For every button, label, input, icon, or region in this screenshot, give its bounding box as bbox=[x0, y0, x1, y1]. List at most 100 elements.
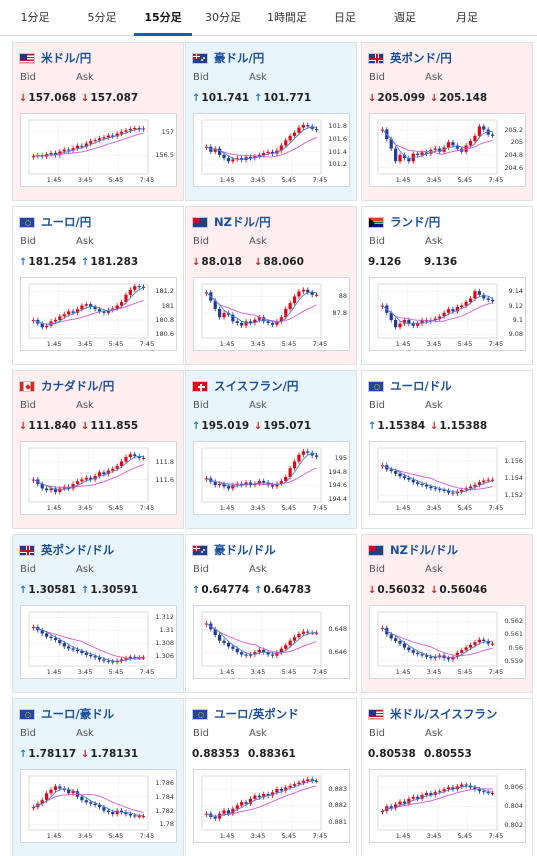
pair-header[interactable]: 豪ドル/円 bbox=[192, 50, 264, 66]
candlestick-chart[interactable]: 1.156 1.154 1.152 1:45 3:45 5:45 7:45 bbox=[369, 441, 526, 515]
ask-price: 0.80553 bbox=[424, 748, 472, 760]
candle-body bbox=[266, 482, 270, 486]
y-tick-label: 1.786 bbox=[155, 778, 174, 787]
candle-body bbox=[31, 626, 36, 629]
pair-name-link[interactable]: NZドル/ドル bbox=[390, 543, 459, 557]
candle-body bbox=[213, 629, 217, 635]
x-tick-label: 5:45 bbox=[281, 176, 297, 184]
pair-header[interactable]: ランド/円 bbox=[368, 214, 440, 230]
y-tick-label: 1.152 bbox=[504, 491, 523, 500]
x-tick-label: 1:45 bbox=[395, 340, 411, 348]
ma-long-line bbox=[382, 788, 493, 812]
tab-15min[interactable]: 15分足 bbox=[134, 0, 192, 36]
candlestick-chart[interactable]: 1.312 1.31 1.308 1.306 1:45 3:45 5:45 7:45 bbox=[20, 605, 177, 679]
candlestick-chart[interactable]: 111.8 111.6 1:45 3:45 5:45 7:45 bbox=[20, 441, 177, 515]
au-flag-icon bbox=[192, 52, 208, 64]
pair-name-link[interactable]: 米ドル/スイスフラン bbox=[390, 707, 498, 721]
candlestick-chart[interactable]: 0.883 0.882 0.881 1:45 3:45 5:45 7:45 bbox=[193, 769, 350, 843]
x-tick-label: 7:45 bbox=[488, 504, 504, 512]
ask-value: 0.80553 bbox=[424, 748, 472, 760]
x-tick-label: 1:45 bbox=[46, 668, 62, 676]
pair-name-link[interactable]: スイスフラン/円 bbox=[214, 379, 299, 393]
pair-header[interactable]: 英ポンド/円 bbox=[368, 50, 452, 66]
pair-name-link[interactable]: カナダドル/円 bbox=[41, 379, 115, 393]
nz-us-flag-icon bbox=[368, 544, 384, 556]
candlestick-chart[interactable]: 9.14 9.12 9.1 9.08 1:45 3:45 5:45 7:45 bbox=[369, 277, 526, 351]
pair-header[interactable]: NZドル/ドル bbox=[368, 542, 458, 558]
pair-header[interactable]: ユーロ/豪ドル bbox=[19, 706, 114, 722]
x-tick-label: 1:45 bbox=[395, 668, 411, 676]
candle-body bbox=[244, 654, 248, 656]
candle-body bbox=[411, 323, 415, 326]
candlestick-chart[interactable]: 157 156.5 1:45 3:45 5:45 7:45 bbox=[20, 113, 177, 187]
candlestick-chart[interactable]: 0.648 0.646 1:45 3:45 5:45 7:45 bbox=[193, 605, 350, 679]
tab-1hour[interactable]: 1時間足 bbox=[267, 11, 307, 24]
pair-name-link[interactable]: 英ポンド/円 bbox=[390, 51, 452, 65]
pair-name-link[interactable]: 英ポンド/ドル bbox=[41, 543, 115, 557]
pair-header[interactable]: スイスフラン/円 bbox=[192, 378, 298, 394]
candle-body bbox=[80, 305, 84, 310]
x-tick-label: 3:45 bbox=[426, 668, 442, 676]
ma-short-line bbox=[206, 291, 317, 324]
candle-body bbox=[275, 789, 279, 793]
tab-30min[interactable]: 30分足 bbox=[205, 11, 241, 24]
candle-body bbox=[266, 652, 270, 655]
y-tick-label: 1.31 bbox=[159, 626, 174, 635]
tab-daily[interactable]: 日足 bbox=[334, 11, 356, 24]
chart-svg bbox=[377, 611, 498, 667]
pair-name-link[interactable]: NZドル/円 bbox=[214, 215, 271, 229]
candle-body bbox=[262, 794, 266, 798]
ma-long-line bbox=[382, 129, 493, 155]
pair-name-link[interactable]: ランド/円 bbox=[390, 215, 441, 229]
bid-value: ↑195.019 bbox=[192, 420, 249, 432]
bid-label: Bid bbox=[20, 72, 36, 83]
pair-name-link[interactable]: 豪ドル/ドル bbox=[214, 543, 276, 557]
pair-name-link[interactable]: ユーロ/円 bbox=[41, 215, 92, 229]
pair-name-link[interactable]: ユーロ/豪ドル bbox=[41, 707, 115, 721]
pair-header[interactable]: NZドル/円 bbox=[192, 214, 271, 230]
candle-body bbox=[49, 636, 53, 639]
pair-header[interactable]: ユーロ/ドル bbox=[368, 378, 452, 394]
candle-body bbox=[486, 792, 490, 794]
ma-short-line bbox=[206, 126, 317, 161]
pair-header[interactable]: カナダドル/円 bbox=[19, 378, 114, 394]
candle-body bbox=[97, 657, 102, 660]
candlestick-chart[interactable]: 101.8 101.6 101.4 101.2 1:45 3:45 5:45 7:45 bbox=[193, 113, 350, 187]
bid-label: Bid bbox=[369, 564, 385, 575]
candlestick-chart[interactable]: 0.806 0.804 0.802 1:45 3:45 5:45 7:45 bbox=[369, 769, 526, 843]
x-tick-label: 3:45 bbox=[250, 668, 266, 676]
candle-body bbox=[270, 323, 275, 325]
pair-name-link[interactable]: 米ドル/円 bbox=[41, 51, 92, 65]
candlestick-chart[interactable]: 88 87.8 1:45 3:45 5:45 7:45 bbox=[193, 277, 350, 351]
candlestick-chart[interactable]: 205.2 205 204.8 204.6 1:45 3:45 5:45 7:45 bbox=[369, 113, 526, 187]
x-tick-label: 3:45 bbox=[77, 340, 93, 348]
pair-header[interactable]: 英ポンド/ドル bbox=[19, 542, 114, 558]
ma-long-line bbox=[382, 627, 493, 657]
candlestick-chart[interactable]: 181.2 181 180.8 180.6 1:45 3:45 5:45 7:45 bbox=[20, 277, 177, 351]
tab-monthly[interactable]: 月足 bbox=[456, 11, 478, 24]
tab-weekly[interactable]: 週足 bbox=[394, 11, 416, 24]
pair-header[interactable]: ユーロ/英ポンド bbox=[192, 706, 299, 722]
candle-body bbox=[253, 319, 257, 324]
candle-body bbox=[429, 486, 433, 489]
candle-body bbox=[424, 152, 429, 154]
pair-name-link[interactable]: ユーロ/英ポンド bbox=[214, 707, 299, 721]
candle-body bbox=[473, 291, 477, 299]
ask-label: Ask bbox=[76, 400, 94, 411]
candlestick-chart[interactable]: 0.562 0.561 0.56 0.559 1:45 3:45 5:45 7:45 bbox=[369, 605, 526, 679]
candlestick-chart[interactable]: 1.786 1.784 1.782 1.78 1:45 3:45 5:45 7:45 bbox=[20, 769, 177, 843]
y-tick-label: 194.4 bbox=[328, 494, 347, 503]
candle-body bbox=[279, 789, 283, 791]
pair-name-link[interactable]: 豪ドル/円 bbox=[214, 51, 265, 65]
pair-header[interactable]: 豪ドル/ドル bbox=[192, 542, 276, 558]
pair-header[interactable]: 米ドル/スイスフラン bbox=[368, 706, 497, 722]
pair-header[interactable]: ユーロ/円 bbox=[19, 214, 91, 230]
pair-header[interactable]: 米ドル/円 bbox=[19, 50, 91, 66]
tab-1min[interactable]: 1分足 bbox=[20, 11, 50, 24]
ma-long-line bbox=[382, 464, 493, 490]
candlestick-chart[interactable]: 195 194.8 194.6 194.4 1:45 3:45 5:45 7:45 bbox=[193, 441, 350, 515]
tab-5min[interactable]: 5分足 bbox=[87, 11, 117, 24]
x-tick-label: 1:45 bbox=[219, 176, 235, 184]
candle-body bbox=[424, 655, 429, 657]
pair-name-link[interactable]: ユーロ/ドル bbox=[390, 379, 452, 393]
